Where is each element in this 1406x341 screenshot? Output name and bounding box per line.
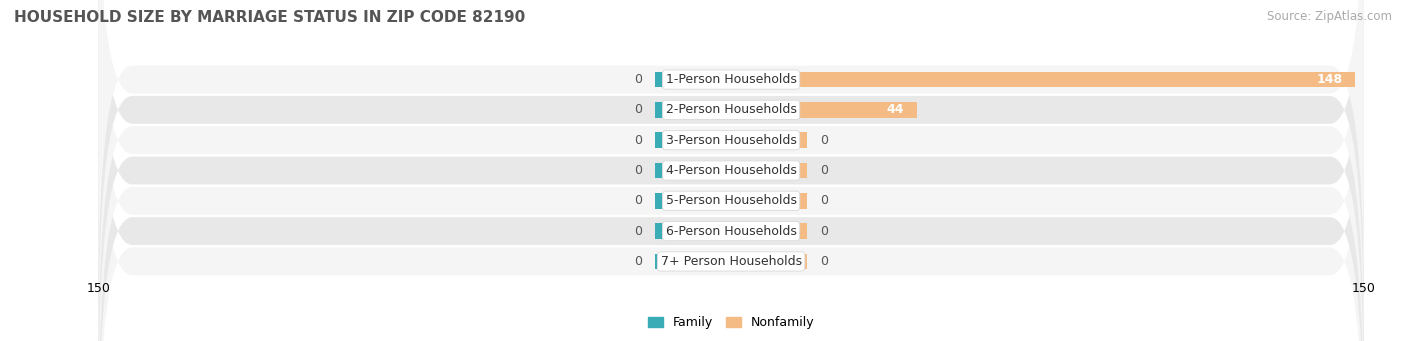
Text: 4-Person Households: 4-Person Households — [665, 164, 797, 177]
Text: 0: 0 — [634, 255, 643, 268]
Bar — [655, 223, 731, 239]
Bar — [655, 132, 731, 148]
Bar — [655, 72, 731, 87]
Text: 1-Person Households: 1-Person Households — [665, 73, 797, 86]
Bar — [655, 163, 731, 178]
Text: 0: 0 — [820, 134, 828, 147]
Legend: Family, Nonfamily: Family, Nonfamily — [643, 311, 820, 335]
FancyBboxPatch shape — [98, 0, 1364, 341]
Text: 0: 0 — [820, 164, 828, 177]
Bar — [731, 193, 807, 209]
FancyBboxPatch shape — [98, 0, 1364, 338]
Bar — [731, 72, 1355, 87]
Text: 0: 0 — [634, 134, 643, 147]
Bar — [655, 102, 731, 118]
Text: 0: 0 — [634, 225, 643, 238]
FancyBboxPatch shape — [98, 33, 1364, 341]
Text: 2-Person Households: 2-Person Households — [665, 103, 797, 116]
Text: Source: ZipAtlas.com: Source: ZipAtlas.com — [1267, 10, 1392, 23]
Text: 0: 0 — [820, 225, 828, 238]
Bar — [655, 193, 731, 209]
Text: 7+ Person Households: 7+ Person Households — [661, 255, 801, 268]
Text: 0: 0 — [634, 103, 643, 116]
Bar — [731, 163, 807, 178]
Bar — [731, 254, 807, 269]
Text: 0: 0 — [634, 73, 643, 86]
Text: 0: 0 — [634, 194, 643, 207]
Bar — [731, 102, 917, 118]
Text: 0: 0 — [634, 164, 643, 177]
FancyBboxPatch shape — [98, 0, 1364, 341]
Text: 44: 44 — [887, 103, 904, 116]
Bar — [731, 223, 807, 239]
FancyBboxPatch shape — [98, 0, 1364, 308]
Text: 6-Person Households: 6-Person Households — [665, 225, 797, 238]
FancyBboxPatch shape — [98, 3, 1364, 341]
Bar — [655, 254, 731, 269]
FancyBboxPatch shape — [98, 0, 1364, 341]
Bar — [731, 132, 807, 148]
Text: 5-Person Households: 5-Person Households — [665, 194, 797, 207]
Text: 0: 0 — [820, 255, 828, 268]
Text: 148: 148 — [1316, 73, 1343, 86]
Text: 0: 0 — [820, 194, 828, 207]
Text: 3-Person Households: 3-Person Households — [665, 134, 797, 147]
Text: HOUSEHOLD SIZE BY MARRIAGE STATUS IN ZIP CODE 82190: HOUSEHOLD SIZE BY MARRIAGE STATUS IN ZIP… — [14, 10, 526, 25]
